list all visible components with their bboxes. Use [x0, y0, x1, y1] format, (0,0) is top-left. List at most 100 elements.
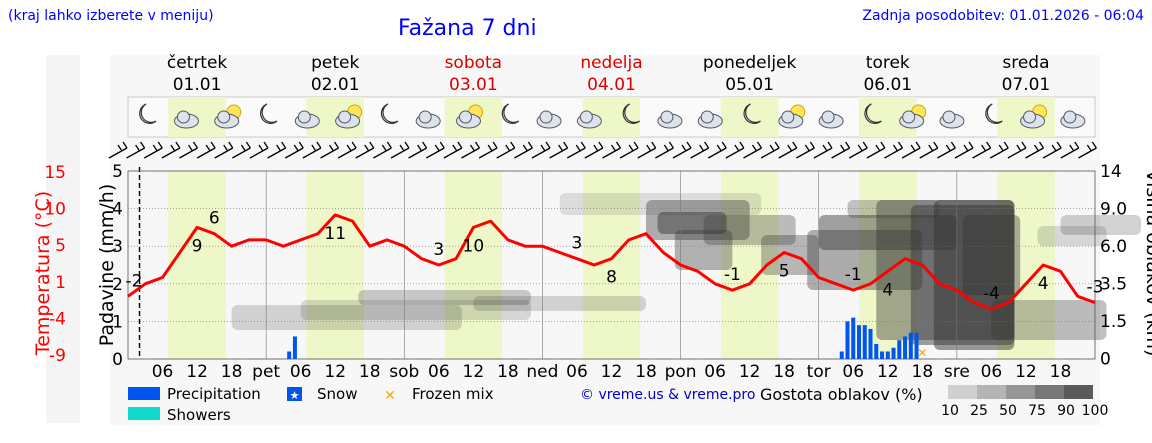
- wind-barb: [743, 141, 763, 159]
- temperature-label: 6: [209, 209, 220, 229]
- wind-barb: [725, 141, 745, 159]
- day-name: nedelja: [580, 53, 643, 73]
- wind-barb: [848, 141, 868, 159]
- moon-icon: [380, 103, 399, 124]
- wind-barb: [972, 141, 992, 159]
- last-updated: Zadnja posodobitev: 01.01.2026 - 06:04: [862, 8, 1144, 24]
- wind-barb: [478, 141, 498, 159]
- wind-barb: [884, 141, 904, 159]
- wind-barb: [619, 141, 639, 159]
- daylight-band: [444, 171, 503, 359]
- cloud-density-patch: [962, 215, 1021, 295]
- sun-cloud-icon: [778, 104, 806, 129]
- density-swatch: [1064, 385, 1093, 399]
- day-date: 07.01: [1001, 75, 1051, 95]
- temperature-label: 3: [572, 234, 583, 254]
- cloud-icon: [536, 110, 562, 129]
- region-hint[interactable]: (kraj lahko izberete v meniju): [8, 8, 214, 24]
- x-tick-label: 18: [773, 362, 795, 382]
- day-name: sobota: [444, 53, 503, 73]
- density-step-label: 90: [1057, 403, 1075, 419]
- wind-barb: [866, 141, 886, 159]
- temperature-tick: 15: [44, 163, 66, 183]
- wind-barb: [514, 141, 533, 159]
- day-header: ponedeljek 05.01: [690, 52, 810, 96]
- legend-showers-swatch: [128, 407, 160, 420]
- left-axis-band: [46, 55, 80, 423]
- cloud-density-patch: [847, 200, 940, 218]
- temperature-label: 5: [779, 261, 790, 281]
- wind-barb: [584, 141, 604, 159]
- day-name: četrtek: [166, 53, 228, 73]
- x-tick-label: 06: [704, 362, 726, 382]
- temperature-tick: 10: [44, 200, 66, 220]
- precip-bar: [891, 347, 896, 359]
- x-tick-label: sre: [944, 362, 970, 382]
- day-header: nedelja 04.01: [552, 52, 672, 96]
- wind-barb: [161, 141, 181, 159]
- temperature-label: 11: [324, 224, 346, 244]
- wind-barb: [672, 141, 692, 159]
- density-step-label: 25: [970, 403, 988, 419]
- cloud-density-patch: [473, 296, 647, 311]
- moon-icon: [501, 103, 520, 124]
- x-tick-label: 12: [1015, 362, 1037, 382]
- cloud-icon: [415, 110, 441, 129]
- daylight-band: [168, 171, 226, 359]
- wind-barb: [1042, 141, 1062, 159]
- legend-label: Frozen mix: [412, 385, 494, 403]
- copyright-link[interactable]: © vreme.us & vreme.pro: [580, 387, 756, 403]
- day-headers: četrtek 01.01 petek 02.01 sobota 03.01 nedelja…: [0, 52, 1152, 96]
- sun-cloud-icon: [1020, 104, 1048, 129]
- x-tick-label: 06: [290, 362, 312, 382]
- frozen-mix-icon: ✕: [384, 388, 396, 404]
- moon-icon: [985, 103, 1003, 124]
- x-tick-label: 18: [359, 362, 381, 382]
- precip-bar: [857, 325, 862, 359]
- precipitation-tick: 2: [112, 275, 123, 295]
- cloud-icon: [294, 110, 320, 129]
- precip-bar: [914, 332, 919, 359]
- cloud-density-patch: [933, 200, 1015, 350]
- wind-barb: [143, 141, 163, 159]
- precip-bar: [897, 340, 902, 359]
- wind-barb: [1025, 141, 1045, 159]
- wind-barb: [355, 141, 375, 159]
- moon-icon: [864, 103, 882, 124]
- day-name: sreda: [1002, 53, 1050, 73]
- day-header: torek 06.01: [828, 52, 948, 96]
- density-swatch: [1035, 385, 1064, 399]
- cloud-density-patch: [657, 212, 727, 234]
- x-tick-label: 12: [186, 362, 208, 382]
- precip-bar: [862, 325, 867, 359]
- cloud-density-patch: [559, 193, 762, 215]
- precip-bar: [839, 351, 844, 359]
- legend-snow-swatch: [287, 387, 302, 401]
- cloud-icon: [576, 110, 602, 129]
- wind-barb: [126, 141, 146, 159]
- wind-barb: [267, 141, 287, 159]
- wind-barb: [302, 141, 322, 159]
- cloud-density-patch: [1037, 226, 1107, 246]
- day-name: torek: [865, 53, 910, 73]
- wind-barb: [179, 141, 199, 159]
- temperature-label: -1: [845, 265, 862, 285]
- plot-frame: [127, 170, 1096, 360]
- x-tick-label: 12: [324, 362, 346, 382]
- x-tick-label: sob: [389, 362, 419, 382]
- cloud-density-patch: [818, 215, 957, 250]
- cloud-height-tick: 6.0: [1100, 237, 1127, 257]
- wind-barb: [232, 141, 251, 159]
- density-step-label: 50: [999, 403, 1017, 419]
- wind-barb: [1078, 141, 1097, 159]
- precip-bar: [880, 351, 885, 359]
- temperature-label: -2: [126, 271, 143, 291]
- legend-label: Snow: [317, 385, 357, 403]
- temperature-tick: -4: [49, 309, 66, 329]
- wind-barb: [549, 141, 569, 159]
- temperature-label: -1: [724, 265, 741, 285]
- temperature-label: -4: [983, 284, 1000, 304]
- day-date: 05.01: [725, 75, 774, 95]
- wind-barb: [320, 141, 340, 159]
- x-tick-label: 06: [981, 362, 1003, 382]
